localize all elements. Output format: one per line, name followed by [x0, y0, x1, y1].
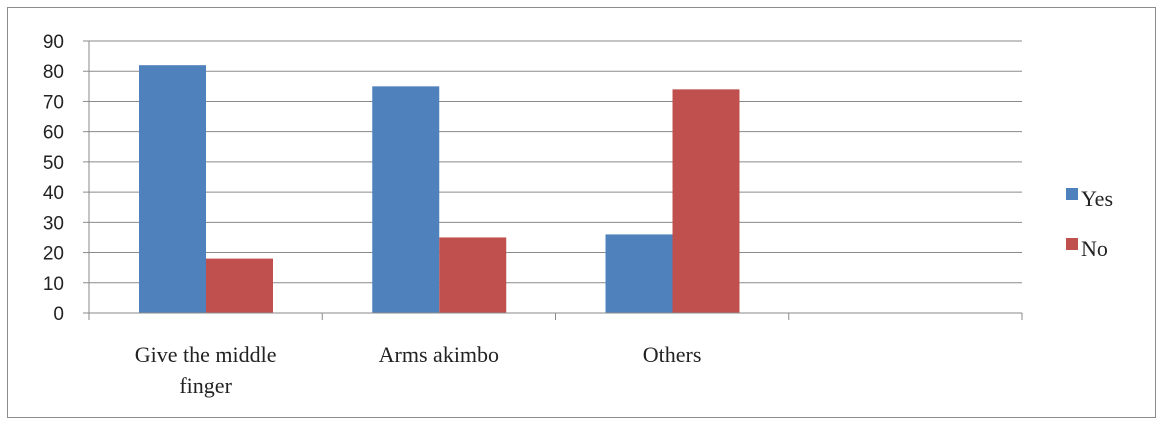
y-tick-label: 80 [43, 62, 64, 83]
legend-label-no: No [1081, 236, 1108, 261]
x-tick-label: finger [179, 373, 232, 398]
y-tick-label: 70 [43, 92, 64, 113]
y-tick-label: 60 [43, 123, 64, 144]
x-tick-labels: Give the middle finger Arms akimbo Others [135, 342, 702, 398]
bar-no-2 [672, 89, 740, 313]
y-tick-label: 90 [43, 32, 64, 53]
bar-yes-2 [605, 234, 673, 313]
y-tick-label: 50 [43, 153, 64, 174]
y-tick-label: 0 [53, 304, 64, 325]
legend-swatch-yes [1066, 188, 1078, 200]
bar-no-1 [439, 237, 507, 313]
bar-yes-0 [139, 65, 206, 313]
y-tick-label: 20 [43, 244, 64, 265]
y-tick-label: 40 [43, 183, 64, 204]
legend-label-yes: Yes [1081, 186, 1113, 211]
x-tick-label: Give the middle [135, 342, 277, 367]
gridlines [89, 40, 1022, 284]
y-tick-label: 30 [43, 213, 64, 234]
x-tick-label: Arms akimbo [379, 342, 499, 367]
y-tick-labels: 0 10 20 30 40 50 60 70 80 90 [43, 32, 64, 325]
bars [139, 65, 740, 313]
y-tick-label: 10 [43, 274, 64, 295]
legend-swatch-no [1066, 238, 1078, 250]
axes [83, 40, 1023, 320]
x-tick-label: Others [643, 342, 702, 367]
bar-yes-1 [372, 86, 440, 313]
legend: Yes No [1066, 186, 1113, 261]
bar-no-0 [206, 258, 273, 313]
